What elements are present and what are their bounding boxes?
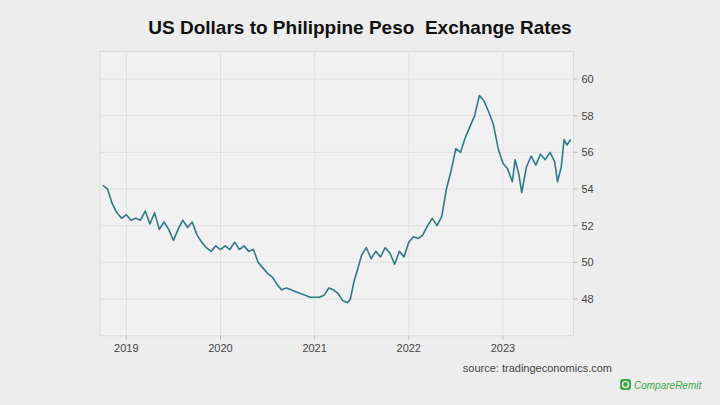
tick-mark xyxy=(574,189,578,190)
logo-icon xyxy=(620,379,631,390)
tick-mark xyxy=(126,336,127,340)
plot-frame xyxy=(100,52,574,336)
y-tick-label: 60 xyxy=(582,73,594,85)
title: US Dollars to Philippine Peso Exchange R… xyxy=(148,17,571,38)
logo-text: CompareRemit xyxy=(634,380,702,391)
y-tick-label: 54 xyxy=(582,183,594,195)
grid-line xyxy=(314,52,315,336)
x-tick-label: 2023 xyxy=(491,342,515,354)
tick-mark xyxy=(574,262,578,263)
tick-mark xyxy=(574,79,578,80)
chart: US Dollars to Philippine Peso Exchange R… xyxy=(0,0,720,405)
x-tick-label: 2019 xyxy=(114,342,138,354)
tick-mark xyxy=(574,152,578,153)
tick-mark xyxy=(574,115,578,116)
y-tick-label: 52 xyxy=(582,220,594,232)
tick-mark xyxy=(574,225,578,226)
grid-line xyxy=(408,52,409,336)
y-tick-label: 56 xyxy=(582,146,594,158)
x-tick-label: 2021 xyxy=(302,342,326,354)
y-tick-label: 48 xyxy=(582,293,594,305)
grid-line xyxy=(220,52,221,336)
tick-mark xyxy=(314,336,315,340)
x-tick-label: 2022 xyxy=(397,342,421,354)
line xyxy=(103,96,571,303)
source-note: source: tradingeconomics.com xyxy=(463,362,612,374)
tick-mark xyxy=(502,336,503,340)
tick-mark xyxy=(220,336,221,340)
logo-icon-mark xyxy=(623,382,629,388)
plot-area xyxy=(103,96,571,303)
y-tick-label: 58 xyxy=(582,110,594,122)
tick-mark xyxy=(574,299,578,300)
grid-line xyxy=(502,52,503,336)
grid-line xyxy=(126,52,127,336)
x-tick-label: 2020 xyxy=(208,342,232,354)
background xyxy=(0,0,720,405)
tick-mark xyxy=(408,336,409,340)
y-tick-label: 50 xyxy=(582,256,594,268)
